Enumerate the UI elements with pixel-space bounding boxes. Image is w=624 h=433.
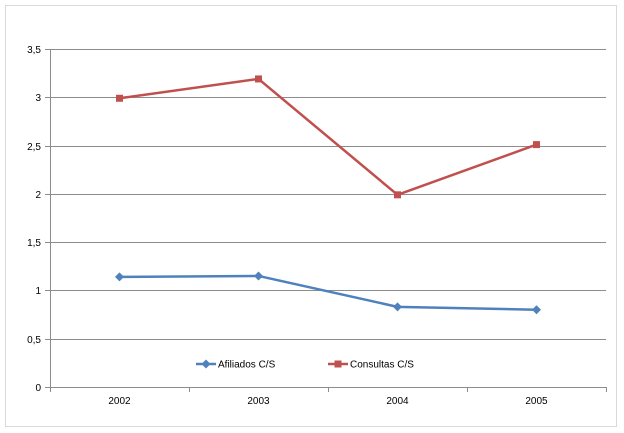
y-tick-label-4: 2 xyxy=(35,190,41,201)
data-point-0-3 xyxy=(532,305,541,315)
x-tick-label-2003: 2003 xyxy=(247,396,270,407)
legend-item-1: Consultas C/S xyxy=(328,360,414,371)
y-tick-label-0: 0 xyxy=(35,383,41,394)
data-point-0-2 xyxy=(393,302,402,312)
legend: Afiliados C/S Consultas C/S xyxy=(196,359,414,371)
data-point-0-1 xyxy=(254,271,263,281)
series-1 xyxy=(116,75,540,199)
y-tick-label-6: 3 xyxy=(35,93,41,104)
legend-label-1: Consultas C/S xyxy=(350,360,414,371)
y-tick-label-2: 1 xyxy=(35,286,41,297)
y-tick-label-3: 1,5 xyxy=(27,238,41,249)
chart-frame xyxy=(5,5,617,427)
legend-label-0: Afiliados C/S xyxy=(218,360,276,371)
data-point-1-1 xyxy=(255,75,262,83)
data-point-1-2 xyxy=(394,191,401,199)
legend-swatch-marker-0 xyxy=(201,359,211,369)
series-line-1 xyxy=(119,77,537,197)
x-tick-label-2002: 2002 xyxy=(108,396,131,407)
y-tick-label-1: 0,5 xyxy=(27,335,41,346)
legend-item-0: Afiliados C/S xyxy=(196,359,276,371)
legend-swatch-marker-1 xyxy=(334,360,342,368)
x-tick-label-2004: 2004 xyxy=(386,396,409,407)
data-point-0-0 xyxy=(115,272,124,282)
data-point-1-0 xyxy=(116,94,123,102)
y-tick-labels: 0 0,5 1 1,5 2 2,5 3 3,5 xyxy=(27,45,41,394)
y-tick-label-7: 3,5 xyxy=(27,45,41,56)
series-line-0 xyxy=(119,274,537,311)
gridlines xyxy=(50,49,606,340)
data-point-1-3 xyxy=(533,141,540,149)
axes xyxy=(45,49,607,392)
y-tick-label-5: 2,5 xyxy=(27,142,41,153)
series-0 xyxy=(115,271,541,315)
series-layer xyxy=(115,75,541,315)
x-tick-label-2005: 2005 xyxy=(525,396,548,407)
x-tick-labels: 2002 2003 2004 2005 xyxy=(108,396,548,407)
